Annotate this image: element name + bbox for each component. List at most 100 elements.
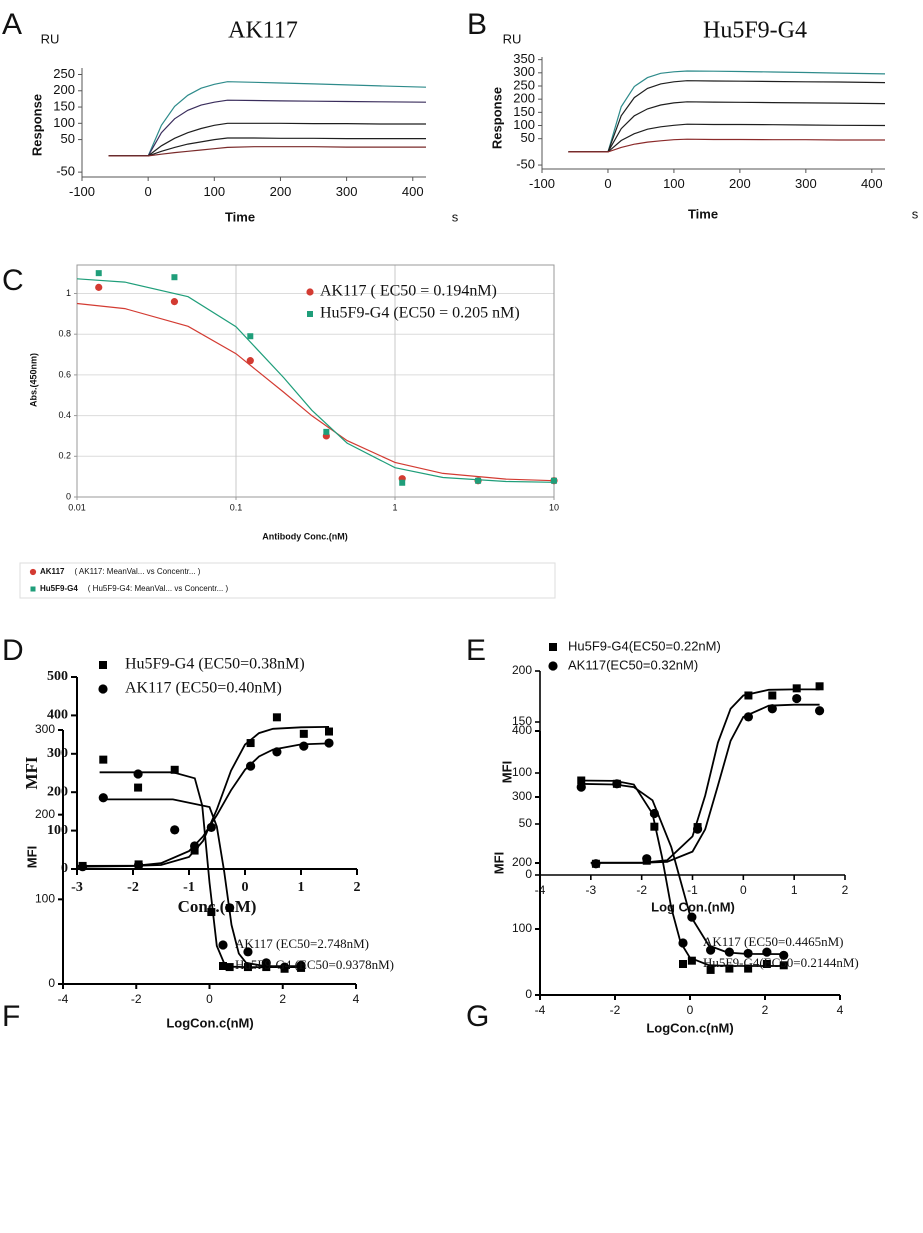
legend-marker: [218, 940, 228, 950]
y-tick-label: 0: [525, 867, 532, 881]
data-point: [225, 963, 234, 972]
y-tick-label: 250: [513, 77, 535, 92]
x-axis-label: LogCon.c(nM): [646, 1020, 733, 1035]
data-point: [246, 357, 254, 365]
data-point: [262, 963, 271, 972]
data-point: [687, 912, 697, 922]
y-axis-label: MFI: [499, 761, 514, 783]
x-unit: s: [452, 209, 459, 224]
fit-curve: [99, 798, 302, 968]
x-tick-label: 200: [270, 184, 292, 199]
x-unit: s: [912, 206, 919, 221]
data-point: [792, 684, 801, 693]
legend-label: Hu5F9-G4 (EC50=0.9378nM): [235, 957, 394, 972]
y-tick-label: 300: [512, 789, 532, 803]
data-point: [706, 965, 715, 974]
legend-label: Hu5F9-G4(EC50=0.2144nM): [703, 955, 859, 970]
fit-curve: [577, 779, 784, 967]
legend-label: AK117 (EC50=0.4465nM): [703, 934, 843, 949]
y-tick-label: 1: [66, 288, 71, 298]
plot-frame: [76, 264, 555, 498]
data-point: [642, 854, 652, 864]
fit-curve: [577, 782, 784, 955]
data-point: [272, 747, 282, 757]
x-tick-label: -1: [687, 883, 698, 897]
x-axis-label: Time: [225, 209, 255, 224]
data-point: [577, 776, 586, 785]
data-point: [133, 769, 143, 779]
legend-marker: [307, 311, 313, 317]
y-axis-label: MFI: [24, 846, 39, 868]
y-axis-label: Response: [489, 87, 504, 149]
sensorgram-line: [108, 146, 426, 157]
sensorgram-line: [568, 80, 886, 153]
y-tick-label: 400: [512, 723, 532, 737]
y-tick-label: 300: [47, 746, 68, 761]
panel-letter: B: [467, 8, 487, 41]
data-point: [323, 428, 330, 435]
data-point: [591, 859, 601, 869]
x-tick-label: 0: [145, 184, 152, 199]
x-tick-label: -2: [131, 992, 142, 1006]
legend-marker: [30, 586, 36, 592]
x-tick-label: 0: [242, 880, 249, 895]
data-point: [692, 824, 703, 834]
data-point: [779, 961, 788, 970]
y-tick-label: 150: [513, 104, 535, 119]
legend-marker: [679, 960, 687, 968]
data-point: [170, 765, 179, 774]
legend-label: AK117 (EC50=0.40nM): [125, 680, 282, 697]
y-tick-label: 200: [513, 91, 535, 106]
legend-box: [19, 562, 556, 599]
legend-label: Hu5F9-G4 (EC50=0.38nM): [125, 656, 305, 673]
y-tick-label: 300: [35, 722, 55, 736]
panel-letter: F: [2, 1000, 20, 1033]
y-tick-label: 500: [47, 669, 68, 684]
panel-letter: A: [2, 8, 22, 41]
data-point: [744, 691, 753, 700]
x-tick-label: -3: [71, 880, 83, 895]
legend-label: Hu5F9-G4: [40, 584, 78, 593]
data-point: [743, 948, 753, 959]
y-tick-label: -50: [56, 164, 75, 179]
data-point: [171, 274, 178, 281]
fit-curve: [99, 771, 302, 968]
panel-letter: E: [466, 634, 486, 667]
data-point: [207, 908, 216, 917]
legend-label: AK117 (EC50=2.748nM): [235, 936, 369, 951]
x-tick-label: 200: [729, 176, 751, 191]
x-tick-label: 2: [842, 883, 849, 897]
data-point: [650, 822, 659, 831]
y-tick-label: 100: [512, 921, 532, 935]
data-point: [134, 860, 144, 870]
fit-curve: [76, 726, 330, 867]
x-tick-label: -3: [585, 883, 596, 897]
x-tick-label: 1: [298, 880, 305, 895]
x-tick-label: 100: [663, 176, 685, 191]
data-point: [762, 959, 771, 968]
fit-curve: [76, 278, 555, 483]
y-tick-label: 350: [513, 51, 535, 66]
data-point: [815, 682, 824, 691]
x-axis-label: LogCon.c(nM): [166, 1015, 253, 1030]
data-point: [767, 704, 777, 714]
sensorgram-line: [108, 81, 427, 157]
x-tick-label: -1: [183, 880, 195, 895]
data-point: [724, 947, 734, 957]
y-tick-label: 400: [47, 708, 68, 723]
y-tick-label: 150: [53, 98, 75, 113]
fit-curve: [76, 302, 555, 482]
y-unit: RU: [503, 31, 522, 46]
y-tick-label: 0.2: [58, 451, 71, 461]
x-tick-label: -2: [127, 880, 139, 895]
data-point: [280, 964, 289, 973]
legend-marker: [549, 643, 557, 651]
x-tick-label: 0: [206, 992, 213, 1006]
data-point: [768, 691, 777, 700]
x-tick-label: 4: [837, 1003, 844, 1017]
data-point: [170, 825, 180, 835]
y-tick-label: 0: [48, 976, 55, 990]
y-tick-label: 250: [53, 66, 75, 81]
y-tick-label: 100: [53, 115, 75, 130]
data-point: [170, 298, 179, 306]
